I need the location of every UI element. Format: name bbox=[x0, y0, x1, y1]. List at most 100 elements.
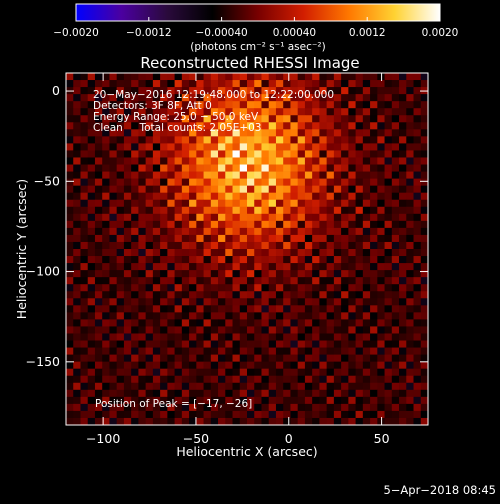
heatmap-cell bbox=[203, 73, 212, 81]
heatmap-cell bbox=[290, 171, 299, 179]
heatmap-cell bbox=[348, 227, 356, 236]
heatmap-cell bbox=[261, 206, 270, 215]
heatmap-cell bbox=[181, 291, 190, 299]
heatmap-cell bbox=[261, 396, 270, 405]
heatmap-cell bbox=[73, 150, 81, 158]
heatmap-cell bbox=[174, 403, 183, 412]
heatmap-cell bbox=[138, 305, 146, 313]
heatmap-cell bbox=[116, 249, 125, 257]
heatmap-cell bbox=[370, 115, 378, 123]
heatmap-cell bbox=[189, 80, 197, 88]
heatmap-cell bbox=[268, 277, 277, 285]
heatmap-cell bbox=[384, 227, 393, 236]
heatmap-cell bbox=[312, 291, 320, 299]
heatmap-cell bbox=[377, 291, 385, 299]
heatmap-cell bbox=[210, 417, 219, 426]
heatmap-cell bbox=[239, 347, 248, 355]
heatmap-cell bbox=[355, 333, 364, 341]
heatmap-cell bbox=[268, 284, 277, 292]
heatmap-cell bbox=[239, 361, 248, 370]
heatmap-cell bbox=[167, 368, 175, 377]
heatmap-cell bbox=[94, 185, 103, 194]
heatmap-cell bbox=[370, 157, 378, 165]
heatmap-cell bbox=[268, 298, 277, 306]
heatmap-cell bbox=[304, 101, 313, 109]
heatmap-cell bbox=[268, 94, 277, 102]
colorbar-ticks: −0.0020 −0.0012 −0.00040 0.00040 0.0012 0.002… bbox=[53, 17, 458, 39]
heatmap-cell bbox=[80, 157, 89, 165]
heatmap-cell bbox=[116, 241, 125, 250]
heatmap-cell bbox=[275, 333, 284, 341]
heatmap-cell bbox=[167, 354, 175, 362]
heatmap-cell bbox=[326, 220, 335, 229]
heatmap-cell bbox=[138, 396, 146, 405]
heatmap-cell bbox=[66, 326, 74, 334]
heatmap-cell bbox=[203, 115, 212, 123]
heatmap-cell bbox=[326, 403, 335, 412]
heatmap-cell bbox=[391, 150, 400, 158]
heatmap-cell bbox=[80, 178, 89, 186]
heatmap-cell bbox=[123, 94, 132, 102]
heatmap-cell bbox=[152, 80, 161, 88]
heatmap-cell bbox=[290, 410, 299, 419]
heatmap-cell bbox=[225, 382, 233, 391]
heatmap-cell bbox=[225, 115, 233, 123]
heatmap-cell bbox=[290, 234, 299, 243]
heatmap-cell bbox=[80, 305, 89, 313]
heatmap-cell bbox=[116, 220, 125, 229]
heatmap-cell bbox=[384, 94, 393, 102]
heatmap-cell bbox=[268, 333, 277, 341]
heatmap-cell bbox=[66, 291, 74, 299]
heatmap-cell bbox=[145, 101, 154, 109]
heatmap-cell bbox=[167, 284, 175, 292]
heatmap-cell bbox=[261, 375, 270, 384]
heatmap-cell bbox=[326, 291, 335, 299]
heatmap-cell bbox=[232, 417, 241, 426]
heatmap-cell bbox=[210, 319, 219, 327]
heatmap-cell bbox=[225, 354, 233, 362]
heatmap-cell bbox=[138, 389, 146, 398]
heatmap-cell bbox=[87, 263, 96, 271]
heatmap-cell bbox=[377, 382, 385, 391]
heatmap-cell bbox=[283, 94, 291, 102]
heatmap-cell bbox=[399, 305, 407, 313]
heatmap-cell bbox=[210, 410, 219, 419]
heatmap-cell bbox=[225, 80, 233, 88]
heatmap-cell bbox=[290, 73, 299, 81]
heatmap-cell bbox=[261, 410, 270, 419]
heatmap-cell bbox=[73, 417, 81, 426]
heatmap-cell bbox=[362, 101, 371, 109]
heatmap-cell bbox=[268, 108, 277, 116]
heatmap-cell bbox=[290, 403, 299, 412]
heatmap-cell bbox=[377, 389, 385, 398]
heatmap-cell bbox=[355, 403, 364, 412]
heatmap-cell bbox=[239, 256, 248, 264]
heatmap-cell bbox=[174, 249, 183, 257]
heatmap-cell bbox=[333, 122, 342, 130]
heatmap-cell bbox=[319, 73, 327, 81]
heatmap-cell bbox=[218, 375, 226, 384]
heatmap-cell bbox=[203, 298, 212, 306]
heatmap-cell bbox=[138, 87, 146, 95]
heatmap-cell bbox=[196, 277, 204, 285]
heatmap-cell bbox=[239, 136, 248, 144]
heatmap-cell bbox=[268, 101, 277, 109]
heatmap-cell bbox=[152, 347, 161, 355]
heatmap-cell bbox=[94, 80, 103, 88]
heatmap-cell bbox=[326, 241, 335, 250]
heatmap-cell bbox=[123, 87, 132, 95]
heatmap-cell bbox=[196, 375, 204, 384]
heatmap-cell bbox=[196, 150, 204, 158]
heatmap-cell bbox=[384, 199, 393, 208]
heatmap-cell bbox=[167, 263, 175, 271]
heatmap-cell bbox=[66, 270, 74, 278]
heatmap-cell bbox=[167, 87, 175, 95]
heatmap-cell bbox=[254, 291, 262, 299]
heatmap-cell bbox=[145, 326, 154, 334]
heatmap-cell bbox=[123, 410, 132, 419]
heatmap-cell bbox=[218, 270, 226, 278]
heatmap-cell bbox=[73, 263, 81, 271]
heatmap-cell bbox=[225, 326, 233, 334]
heatmap-cell bbox=[80, 122, 89, 130]
heatmap-cell bbox=[210, 333, 219, 341]
